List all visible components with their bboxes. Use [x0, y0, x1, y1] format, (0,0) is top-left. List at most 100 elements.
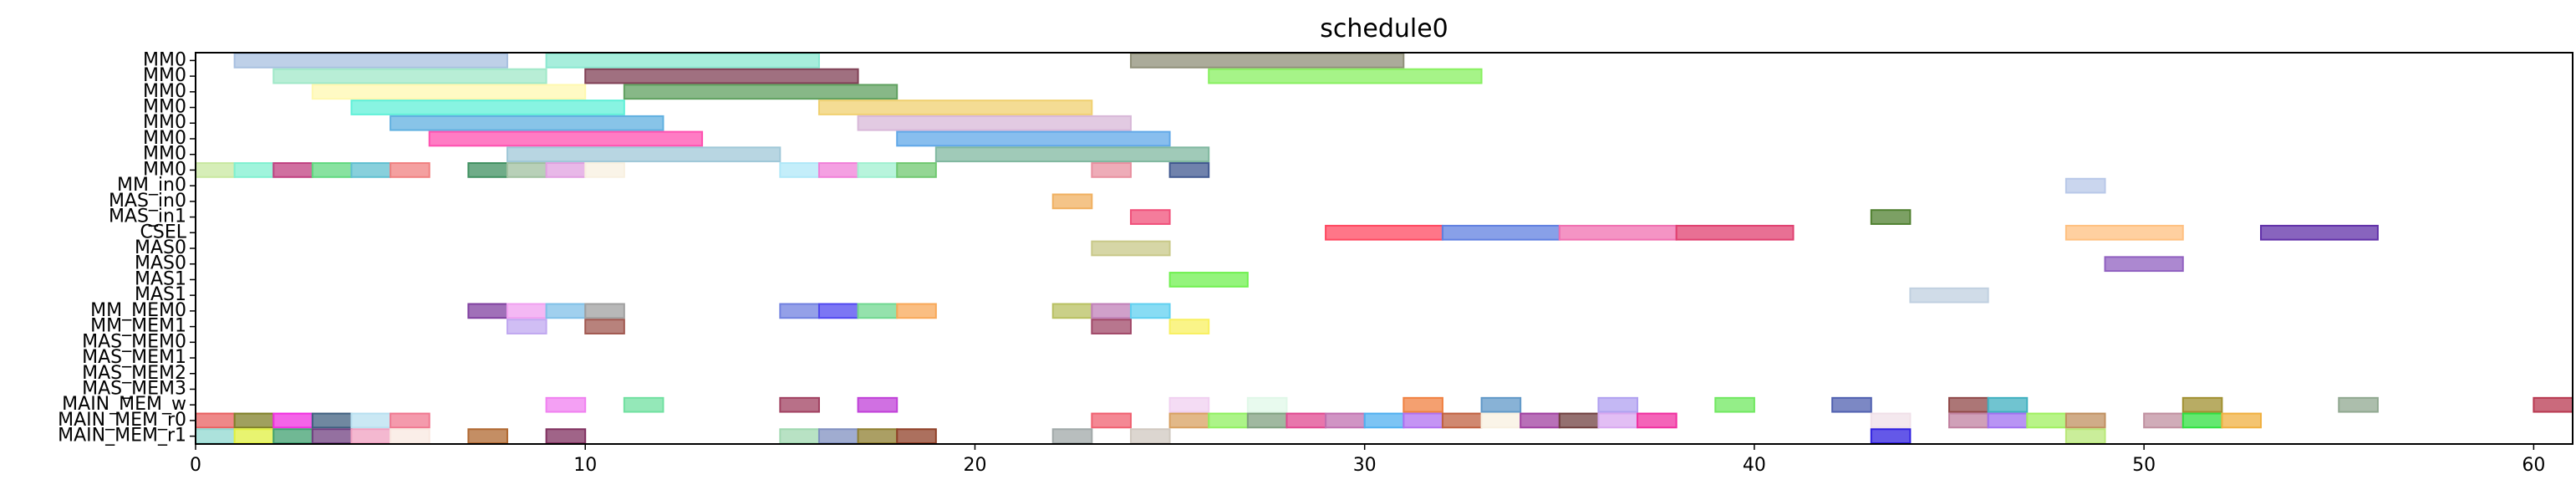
task-bar [311, 412, 353, 429]
task-bar [817, 303, 859, 319]
task-bar [1129, 209, 1171, 225]
plot-frame [195, 52, 2573, 445]
row-label: MM0 [143, 159, 186, 180]
row-label: MM0 [143, 65, 186, 86]
task-bar [2143, 412, 2184, 429]
task-bar [1909, 287, 1989, 304]
row-label: MM_in0 [117, 175, 186, 196]
task-bar [1597, 412, 1639, 429]
row-label: MAS_MEM0 [82, 331, 186, 352]
task-bar [1246, 412, 1288, 429]
task-bar [1558, 412, 1600, 429]
task-bar [545, 162, 587, 178]
task-bar [1363, 412, 1405, 429]
x-tick-label: 30 [1353, 455, 1377, 476]
row-label: MAS_MEM2 [82, 363, 186, 384]
task-bars [195, 53, 2573, 445]
task-bar [1091, 412, 1132, 429]
task-bar [2064, 177, 2106, 194]
task-bar [350, 428, 392, 445]
task-bar [1558, 224, 1677, 241]
task-bar [1208, 412, 1249, 429]
task-bar [2338, 396, 2379, 413]
task-bar [857, 162, 899, 178]
task-bar [272, 162, 313, 178]
task-bar [1168, 162, 1210, 178]
task-bar [2026, 412, 2067, 429]
task-bar [1441, 224, 1560, 241]
task-bar [1480, 396, 1522, 413]
task-bar [857, 115, 1132, 131]
row-label: MM0 [143, 97, 186, 118]
task-bar [896, 303, 937, 319]
task-bar [1129, 53, 1405, 69]
task-bar [1168, 412, 1210, 429]
task-bar [1285, 412, 1327, 429]
task-bar [584, 303, 625, 319]
task-bar [506, 162, 547, 178]
task-bar [272, 68, 547, 84]
task-bar [350, 100, 625, 115]
task-bar [389, 428, 430, 445]
task-bar [857, 303, 899, 319]
task-bar [2064, 412, 2106, 429]
x-tick-label: 0 [190, 455, 201, 476]
task-bar [2181, 396, 2223, 413]
task-bar [389, 412, 430, 429]
task-bar [233, 53, 508, 69]
task-bar [623, 84, 899, 100]
task-bar [195, 412, 236, 429]
row-label: MAS0 [135, 237, 186, 258]
row-label: MAS1 [135, 268, 186, 289]
task-bar [1168, 272, 1249, 288]
task-bar [779, 303, 820, 319]
row-label: MM0 [143, 144, 186, 165]
row-label: MAS_MEM1 [82, 347, 186, 368]
task-bar [1208, 68, 1483, 84]
row-label: MAIN_MEM_r0 [58, 410, 186, 431]
task-bar [857, 428, 899, 445]
task-bar [2181, 412, 2223, 429]
task-bar [1714, 396, 1755, 413]
task-bar [389, 115, 664, 131]
task-bar [1870, 209, 1912, 225]
task-bar [233, 428, 275, 445]
row-label: CSEL [140, 222, 187, 242]
task-bar [1051, 193, 1093, 210]
task-bar [467, 162, 508, 178]
task-bar [1051, 303, 1093, 319]
x-tick-label: 50 [2132, 455, 2156, 476]
task-bar [506, 146, 781, 163]
x-tick-label: 10 [573, 455, 597, 476]
row-label: MM0 [143, 81, 186, 102]
task-bar [233, 412, 275, 429]
task-bar [1091, 162, 1132, 178]
task-bar [350, 162, 392, 178]
task-bar [1091, 303, 1132, 319]
task-bar [272, 428, 313, 445]
task-bar [1520, 412, 1560, 429]
task-bar [1948, 412, 1989, 429]
task-bar [2064, 428, 2106, 445]
task-bar [857, 396, 899, 413]
task-bar [896, 428, 937, 445]
task-bar [2533, 396, 2573, 413]
row-label: MM0 [143, 49, 186, 70]
row-label: MAS_MEM3 [82, 378, 186, 399]
row-label: MAIN_MEM_w [62, 394, 186, 415]
row-label: MAS1 [135, 284, 186, 305]
task-bar [1870, 428, 1912, 445]
row-label: MM0 [143, 128, 186, 149]
row-label: MAS0 [135, 253, 186, 274]
row-label: MM_MEM1 [90, 316, 186, 337]
task-bar [1948, 396, 1989, 413]
task-bar [1129, 428, 1171, 445]
row-label: MAS_in1 [109, 207, 186, 227]
task-bar [2064, 224, 2184, 241]
task-bar [623, 396, 664, 413]
task-bar [545, 428, 587, 445]
task-bar [350, 412, 392, 429]
task-bar [1675, 224, 1795, 241]
task-bar [1870, 412, 1912, 429]
task-bar [545, 396, 587, 413]
